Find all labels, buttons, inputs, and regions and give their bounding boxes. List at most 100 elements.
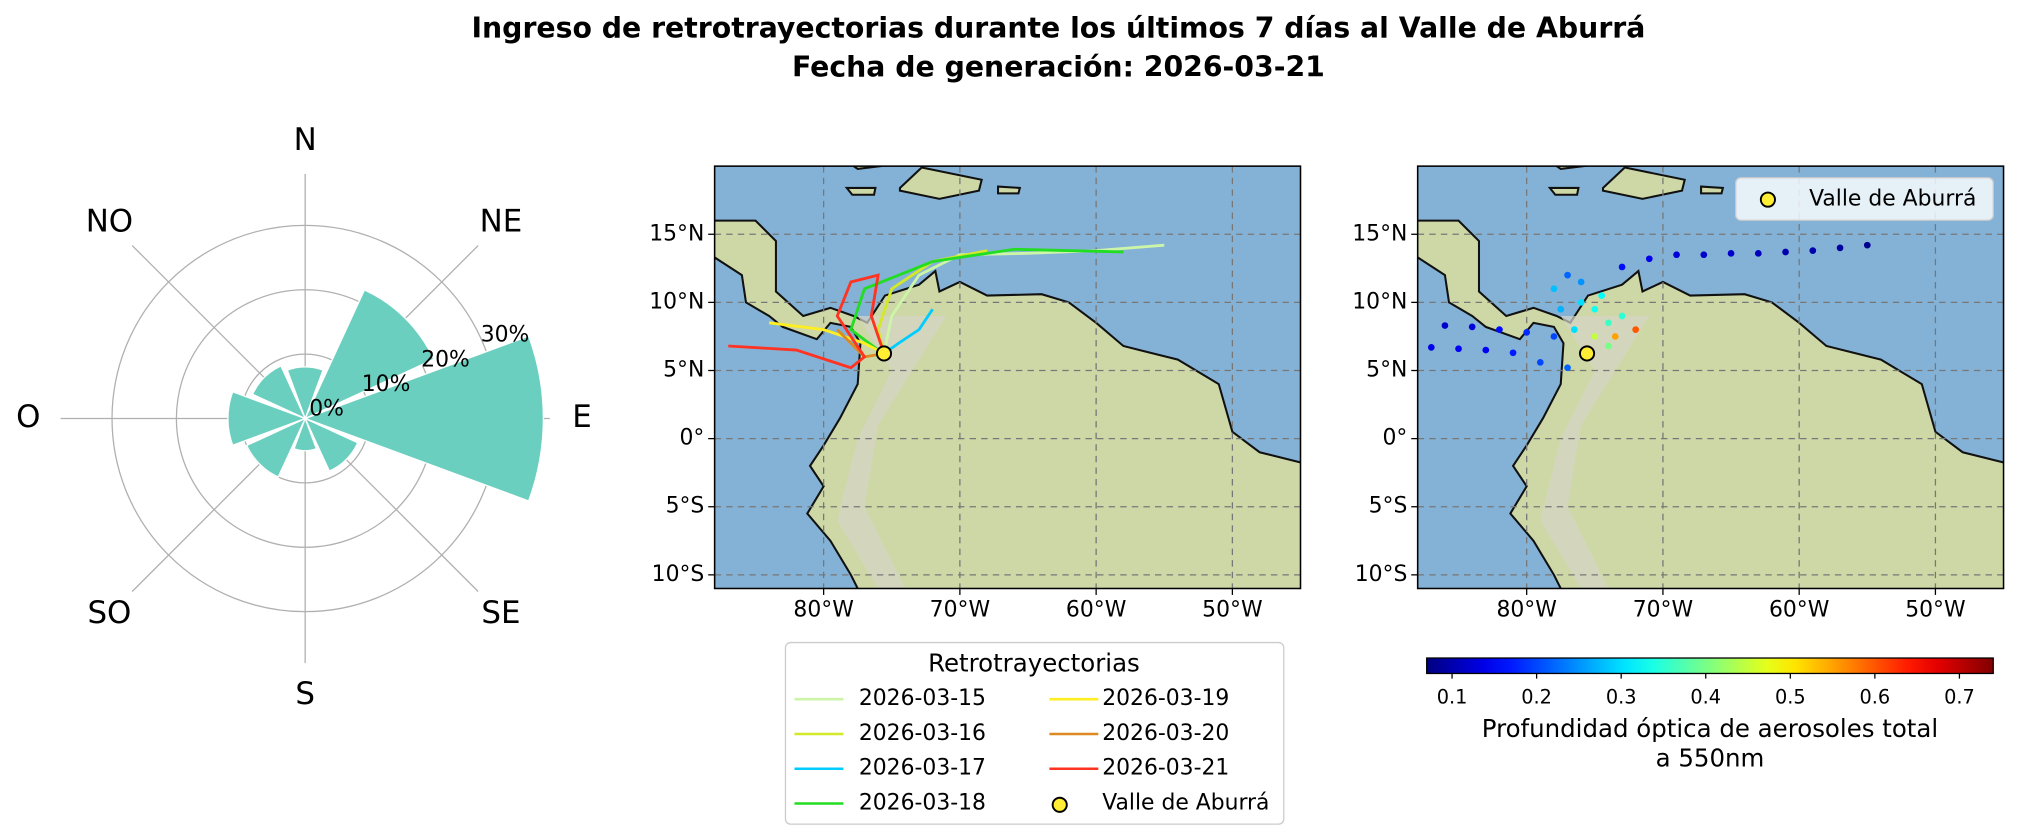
bar [303,417,359,472]
y-tick-label: 5°S [1369,494,1408,519]
title: Ingreso de retrotrayectorias durante los… [471,12,1645,45]
legend-label: 2026-03-16 [859,721,986,746]
land [1601,166,1686,200]
x-tick-label: 50°W [1202,597,1262,622]
y-tick-label: 10°N [1352,289,1407,314]
y-tick-label: 5°S [666,494,705,519]
land [851,166,889,170]
aod-point [1618,263,1626,271]
aod-point [1564,364,1571,372]
colorbar-tick-label: 0.3 [1606,685,1637,708]
bar [286,366,324,421]
r-tick-label: 0% [309,397,344,422]
legend-label: 2026-03-15 [859,686,986,711]
aod-point [1836,244,1844,252]
aod-point [1591,333,1599,340]
x-tick-label: 60°W [1066,597,1126,622]
land [844,186,877,196]
y-tick-label: 10°N [649,289,704,314]
land [1554,166,1592,170]
r-tick-label: 10% [362,372,411,397]
land [898,166,983,200]
legend-box [784,641,1285,825]
colorbar-label: a 550nm [1656,744,1765,773]
map-area [1417,166,2004,589]
direction-label: NE [480,203,523,239]
aod-point [1782,248,1789,256]
bar [303,289,435,420]
direction-label: SE [481,595,520,631]
legend-box [1735,177,1994,221]
aod-point [1550,333,1558,340]
legend-marker [1051,796,1068,813]
colorbar-tick-label: 0.1 [1437,685,1468,708]
aod-point [1427,343,1435,351]
land [1547,186,1580,196]
aod-point [1618,312,1626,320]
colorbar-label: Profundidad óptica de aerosoles total [1482,714,1938,743]
aod-point [1496,326,1503,333]
aod-point [1591,305,1599,313]
direction-label: N [294,122,317,158]
y-tick-label: 5°N [1366,358,1407,383]
x-tick-label: 80°W [1496,597,1556,622]
bar [293,416,318,452]
aod-point [1509,349,1517,357]
legend-label: 2026-03-18 [859,791,986,816]
subtitle: Fecha de generación: 2026-03-21 [792,50,1325,83]
legend-label: 2026-03-20 [1102,721,1229,746]
legend-label: Valle de Aburrá [1809,187,1976,212]
y-tick-label: 10°S [652,562,705,587]
aod-point [1577,299,1585,306]
trajectory [728,273,886,370]
y-tick-label: 0° [679,426,704,451]
direction-label: E [572,399,592,435]
colorbar-tick-label: 0.5 [1775,685,1806,708]
aod-point [1564,271,1571,279]
colorbar [1426,657,1994,675]
bar [227,390,308,447]
y-tick-label: 10°S [1355,562,1408,587]
direction-label: O [16,399,40,435]
colorbar-tick-label: 0.6 [1860,685,1891,708]
aod-point [1611,333,1619,340]
aod-point [1571,326,1578,333]
legend-label: 2026-03-21 [1102,756,1229,781]
legend-marker [1759,191,1776,208]
y-tick-label: 15°N [649,221,704,246]
r-tick-label: 20% [421,347,470,372]
direction-label: SO [87,595,131,631]
colorbar-tick-label: 0.4 [1690,685,1721,708]
aod-point [1645,255,1653,263]
direction-label: S [295,676,315,712]
andes-relief [837,316,947,589]
y-tick-label: 15°N [1352,221,1407,246]
land [1700,185,1725,195]
aod-point [1727,249,1735,257]
site-marker [1578,345,1596,362]
y-tick-label: 5°N [663,358,704,383]
trajectory [883,308,934,355]
aod-point [1536,358,1544,366]
bar [245,417,307,478]
direction-label: NO [86,203,133,239]
bar [251,365,307,420]
x-tick-label: 80°W [793,597,853,622]
land [997,185,1022,195]
aod-point [1550,285,1558,293]
x-tick-label: 60°W [1769,597,1829,622]
legend-title: Retrotrayectorias [928,648,1140,677]
andes-relief [1540,316,1650,589]
x-tick-label: 70°W [1633,597,1693,622]
r-tick-label: 30% [481,323,530,348]
aod-point [1754,249,1762,257]
aod-point [1632,326,1640,333]
aod-point [1441,322,1449,329]
aod-point [1605,342,1612,350]
site-marker [875,345,893,362]
legend-label: Valle de Aburrá [1102,791,1269,816]
aod-point [1468,323,1476,331]
aod-point [1455,345,1462,353]
aod-point [1523,329,1531,336]
